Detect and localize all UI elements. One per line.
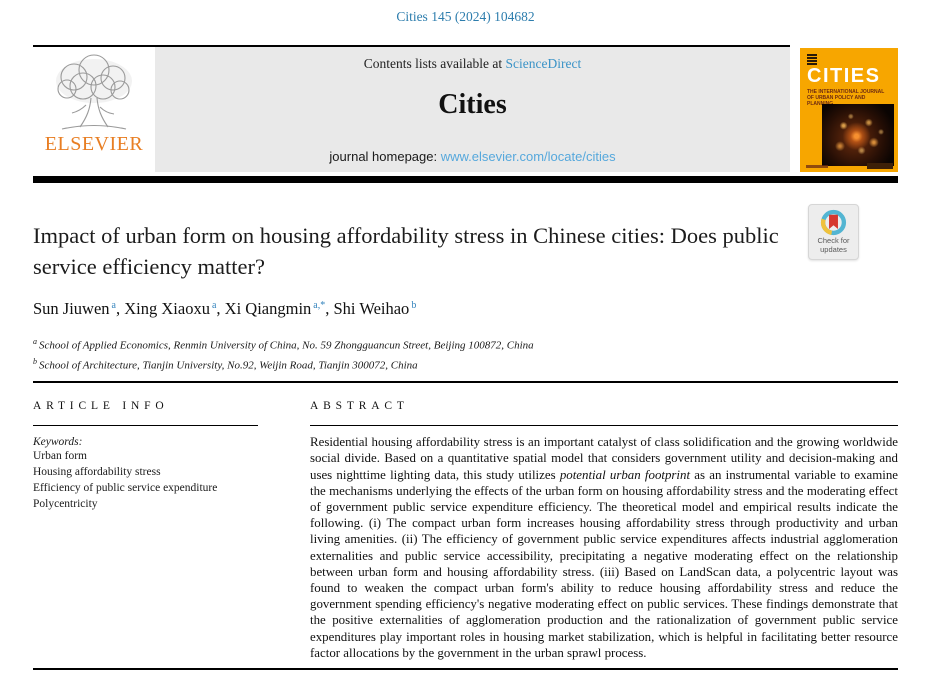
author-affiliation-sup: b [411,299,417,311]
article-title: Impact of urban form on housing affordab… [33,223,779,279]
cover-brand: CITIES [807,65,881,87]
affiliation: b School of Architecture, Tianjin Univers… [33,356,418,372]
author-affiliation-sup: a [211,299,217,311]
keyword: Housing affordability stress [33,466,161,479]
affiliation: a School of Applied Economics, Renmin Uni… [33,337,534,352]
cover-city-nightlights-image [822,104,894,166]
abstract-rule [310,425,898,427]
abstract-heading: ABSTRACT [310,400,409,412]
sciencedirect-link[interactable]: ScienceDirect [505,56,582,71]
journal-citation: Cities 145 (2024) 104682 [396,9,535,24]
article-info-rule [33,425,258,427]
keyword: Efficiency of public service expenditure [33,482,218,495]
author: Xing Xiaoxu a, [124,299,225,318]
check-updates-line1: Check for [817,236,850,245]
keyword: Urban form [33,450,87,463]
keyword: Polycentricity [33,498,98,511]
keywords-label: Keywords: [33,436,83,449]
author-list: Sun Jiuwen a, Xing Xiaoxu a, Xi Qiangmin a,… [33,299,416,319]
check-for-updates-label: Check for updates [817,236,850,254]
check-updates-line2: updates [820,244,847,254]
elsevier-tree-icon [56,54,132,130]
abstract-bottom-rule [33,668,898,670]
cover-elsevier-mini-logo-icon [807,53,817,66]
journal-header-banner: ELSEVIER Contents lists available at Sci… [33,47,790,172]
cover-subtitle: THE INTERNATIONAL JOURNAL OF URBAN POLIC… [807,89,885,107]
header-divider-bar [33,176,898,183]
journal-title: Cities [438,89,507,120]
banner-center: Contents lists available at ScienceDirec… [155,47,790,172]
author: Sun Jiuwen a, [33,299,125,318]
article-info-column: ARTICLE INFO Keywords: Urban form Housin… [33,400,258,512]
elsevier-wordmark: ELSEVIER [44,133,144,155]
contents-lists-line: Contents lists available at ScienceDirec… [364,56,581,72]
journal-homepage-line: journal homepage: www.elsevier.com/locat… [329,149,615,164]
abstract-column: ABSTRACT Residential housing affordabili… [310,400,898,661]
header-top-rule [33,45,790,47]
author: Shi Weihao b [333,299,417,318]
check-for-updates-badge[interactable]: Check for updates [808,204,859,260]
journal-cover-thumbnail[interactable]: CITIES THE INTERNATIONAL JOURNAL OF URBA… [800,48,898,172]
author-affiliation-sup: a [111,299,116,311]
affiliation-list: a School of Applied Economics, Renmin Uni… [33,334,534,373]
crossmark-icon [820,209,847,236]
cover-publisher-mark [867,163,893,169]
homepage-line-text: journal homepage: [329,149,441,164]
elsevier-logo: ELSEVIER [33,47,155,172]
section-top-rule [33,381,898,383]
author-affiliation-sup: a,* [313,299,326,311]
abstract-text: Residential housing affordability stress… [310,435,898,660]
cover-issn-mark [806,165,828,168]
abstract-italic-term: potential urban footprint [559,467,691,482]
author: Xi Qiangmin a,*, [224,299,334,318]
contents-line-text: Contents lists available at [363,56,506,71]
journal-homepage-link[interactable]: www.elsevier.com/locate/cities [440,149,616,164]
article-info-heading: ARTICLE INFO [33,400,169,412]
